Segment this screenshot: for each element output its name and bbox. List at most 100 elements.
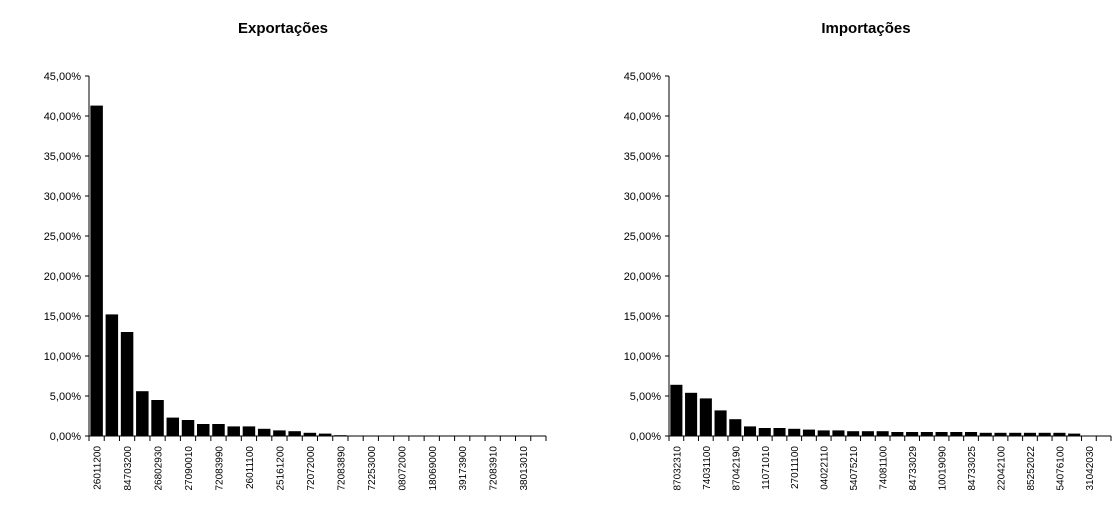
x-category-label: 38013010	[519, 446, 530, 491]
bar	[334, 435, 347, 436]
bar	[1038, 432, 1051, 436]
bar	[685, 392, 698, 436]
bar	[758, 428, 771, 436]
y-tick-label: 25,00%	[44, 231, 82, 243]
x-category-label: 18069000	[428, 446, 439, 491]
bar	[832, 430, 845, 436]
x-category-label: 27090010	[184, 446, 195, 491]
x-category-label: 04022110	[820, 446, 831, 490]
bar	[891, 432, 904, 436]
bar	[151, 400, 164, 436]
y-tick-label: 20,00%	[624, 271, 662, 283]
x-category-label: 84733025	[967, 446, 978, 491]
bar	[288, 431, 301, 436]
x-category-label: 27011100	[790, 446, 801, 489]
x-category-label: 31042030	[1085, 446, 1096, 491]
x-category-label: 39173900	[458, 446, 469, 491]
bar	[120, 332, 134, 436]
y-tick-label: 40,00%	[624, 111, 662, 123]
x-category-label: 26011100	[245, 446, 256, 489]
bar	[1023, 432, 1037, 436]
x-category-label: 26802930	[154, 446, 165, 491]
y-tick-label: 0,00%	[50, 431, 81, 443]
x-category-label: 25161200	[275, 446, 286, 491]
bar	[861, 431, 874, 436]
bar	[1053, 432, 1066, 436]
y-tick-label: 15,00%	[44, 311, 82, 323]
bar	[773, 428, 786, 436]
y-tick-label: 35,00%	[624, 151, 662, 163]
x-category-label: 54076100	[1055, 446, 1066, 491]
chart-title-exportacoes: Exportações	[238, 20, 328, 37]
bar	[699, 398, 712, 436]
x-category-label: 72083990	[214, 446, 225, 491]
x-category-label: 74031100	[702, 446, 713, 490]
chart-title-importacoes: Importações	[821, 20, 910, 37]
bar	[303, 432, 317, 436]
y-tick-label: 25,00%	[624, 231, 662, 243]
bar	[964, 432, 978, 436]
bar	[906, 432, 919, 436]
y-tick-label: 45,00%	[44, 71, 82, 83]
x-category-label: 87042190	[731, 446, 742, 491]
bar	[847, 431, 860, 436]
x-category-label: 26011200	[93, 446, 104, 490]
bar	[242, 426, 256, 436]
bar	[979, 432, 992, 436]
bar	[714, 410, 727, 436]
bar	[197, 424, 210, 436]
bar	[136, 391, 149, 436]
x-category-label: 08072000	[397, 446, 408, 491]
exportacoes-plot: 0,00% 5,00% 10,00% 15,00% 20,00% 25,00% 30,00%…	[44, 71, 547, 491]
y-tick-label: 10,00%	[624, 351, 662, 363]
bar	[920, 432, 933, 436]
y-tick-label: 35,00%	[44, 151, 82, 163]
bar	[788, 428, 801, 436]
bar	[105, 314, 119, 436]
bar	[318, 433, 332, 436]
y-tick-label: 10,00%	[44, 351, 82, 363]
y-tick-label: 30,00%	[624, 191, 662, 203]
x-category-label: 54075210	[849, 446, 860, 491]
bar	[227, 426, 240, 436]
bar	[670, 384, 683, 436]
y-tick-label: 45,00%	[624, 71, 662, 83]
x-category-label: 72253000	[367, 446, 378, 491]
x-category-label: 72083890	[336, 446, 347, 491]
x-category-label: 11071010	[761, 446, 772, 490]
x-category-label: 85252022	[1026, 446, 1037, 491]
x-category-label: 74081100	[879, 446, 890, 490]
bar	[181, 420, 195, 436]
y-tick-label: 5,00%	[630, 391, 661, 403]
bar	[1068, 433, 1081, 436]
x-category-label: 72083910	[489, 446, 500, 491]
bar	[802, 429, 816, 436]
x-category-label: 87032310	[672, 446, 683, 491]
x-category-label: 72072000	[306, 446, 317, 491]
y-tick-label: 15,00%	[624, 311, 662, 323]
bar	[273, 430, 286, 436]
x-category-label: 10019090	[938, 446, 949, 491]
bar	[166, 417, 180, 436]
bar	[994, 432, 1007, 436]
bar	[743, 426, 757, 436]
y-tick-label: 30,00%	[44, 191, 82, 203]
importacoes-plot: 0,00% 5,00% 10,00% 15,00% 20,00% 25,00% 30,00%…	[624, 71, 1112, 491]
y-tick-label: 0,00%	[630, 431, 661, 443]
x-category-label: 22042100	[997, 446, 1008, 491]
bar	[935, 432, 948, 436]
bar	[1009, 432, 1022, 436]
bar	[729, 419, 742, 436]
x-category-label: 84733029	[908, 446, 919, 491]
bar	[257, 428, 271, 436]
bar	[876, 431, 889, 436]
y-tick-label: 5,00%	[50, 391, 81, 403]
bar	[90, 105, 103, 436]
bar	[950, 432, 963, 436]
y-tick-label: 20,00%	[44, 271, 82, 283]
bar	[212, 424, 225, 436]
bar	[817, 430, 830, 436]
y-tick-label: 40,00%	[44, 111, 82, 123]
x-category-label: 84703200	[123, 446, 134, 491]
